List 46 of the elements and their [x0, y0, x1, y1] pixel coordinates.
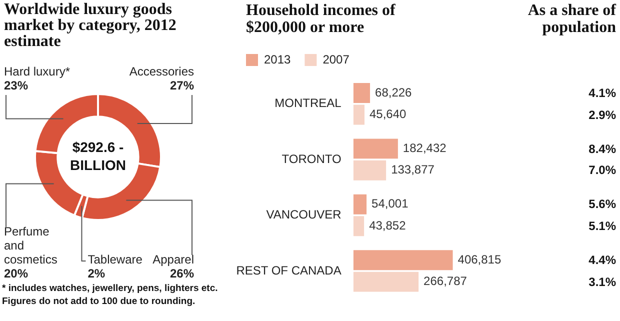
data-label: 182,432 [402, 141, 447, 155]
text: 4.4% [588, 252, 616, 268]
text: 3.1% [588, 274, 616, 290]
bar [353, 272, 419, 292]
data-label: 266,787 [424, 274, 468, 288]
y-tick-label: REST OF CANADA [236, 263, 342, 278]
text: 5.6% [588, 196, 616, 212]
text: 5.1% [588, 218, 616, 234]
bar [353, 216, 364, 236]
data-label: 54,001 [372, 196, 409, 211]
bar [353, 250, 453, 270]
data-label: 45,640 [370, 107, 407, 122]
text: $292.6 - BILLION [70, 138, 126, 173]
data-label: 27% [170, 78, 194, 92]
data-label: 133,877 [391, 162, 435, 177]
slice-label: Perfume and cosmetics [4, 224, 58, 266]
text: As a share of population [526, 2, 616, 36]
data-label: 20% [4, 266, 28, 280]
slice-label: Tableware [88, 252, 143, 266]
chart-title: Household incomes of $200,000 or more [246, 2, 396, 36]
text: 4.1% [588, 84, 616, 101]
data-label: 43,852 [369, 218, 406, 232]
bar [353, 82, 370, 103]
bar [353, 194, 367, 214]
y-tick-label: MONTREAL [274, 96, 342, 110]
data-label: 406,815 [458, 252, 502, 266]
slice-label: Accessories [129, 64, 194, 78]
text: 7.0% [588, 162, 616, 178]
data-label: 68,226 [375, 85, 412, 100]
bar [353, 104, 364, 125]
bar [353, 138, 398, 159]
slice-label: Apparel [152, 252, 194, 266]
data-label: 23% [4, 78, 28, 92]
text: 2.9% [588, 106, 616, 123]
legend-label: 2007 [322, 52, 350, 66]
slice-label: Hard luxury* [4, 64, 70, 78]
legend-label: 2013 [264, 52, 292, 66]
text: * includes watches, jewellery, pens, lighters etc. [2, 282, 219, 295]
bar [353, 160, 386, 180]
data-label: 26% [170, 266, 194, 280]
y-tick-label: VANCOUVER [266, 208, 342, 222]
data-label: 2% [88, 266, 106, 280]
chart-title: Worldwide luxury goods market by category, 2012 estimate [4, 1, 178, 50]
y-tick-label: TORONTO [282, 152, 342, 166]
text: 8.4% [588, 140, 616, 157]
text: Figures do not add to 100 due to rounding. [2, 295, 196, 308]
